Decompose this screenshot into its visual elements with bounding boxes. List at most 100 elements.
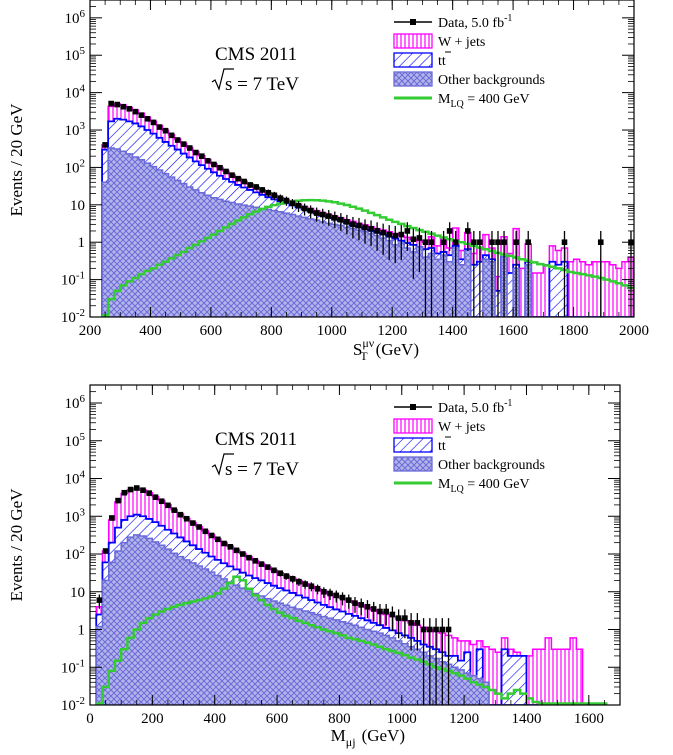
legend: Data, 5.0 fb-1 W + jets tt Other background…	[393, 398, 545, 495]
y-tick-label: 105	[65, 45, 86, 64]
data-point	[368, 225, 374, 232]
data-point	[352, 600, 358, 606]
data-point	[321, 588, 327, 595]
data-point	[221, 540, 227, 547]
legend-signal-label: MLQ = 400 GeV	[438, 477, 530, 495]
y-tick-label: 10-1	[61, 270, 85, 289]
x-tick-label: 1400	[511, 711, 541, 727]
data-point	[398, 231, 405, 238]
data-point	[115, 497, 121, 504]
data-point	[162, 127, 169, 134]
data-point	[327, 590, 333, 597]
data-point	[202, 528, 209, 535]
data-point	[283, 197, 290, 204]
cms-label: CMS 2011	[215, 44, 297, 65]
legend-other-label: Other backgrounds	[438, 73, 545, 88]
legend-wjets-swatch	[393, 33, 433, 49]
data-point	[146, 490, 153, 496]
data-point	[319, 211, 326, 218]
data-point	[420, 626, 427, 633]
data-point	[183, 515, 190, 522]
y-tick-label: 10-2	[61, 695, 85, 714]
data-point	[177, 511, 184, 518]
data-point	[404, 228, 411, 234]
legend-signal-label: MLQ = 400 GeV	[438, 92, 530, 110]
data-point	[102, 548, 109, 554]
data-point	[513, 239, 519, 246]
data-point	[264, 564, 271, 570]
data-point	[377, 608, 383, 615]
data-point	[277, 570, 283, 577]
energy-label: s = 7 TeV	[225, 74, 299, 95]
data-point	[356, 222, 362, 229]
data-point	[446, 228, 453, 234]
data-point	[374, 228, 380, 234]
data-point	[464, 228, 471, 234]
other-backgrounds-stack	[101, 147, 634, 317]
data-point	[96, 597, 103, 603]
data-point	[235, 175, 241, 182]
data-point	[265, 189, 272, 196]
data-point	[271, 567, 277, 574]
data-point	[439, 626, 446, 633]
x-tick-label: 600	[200, 323, 223, 339]
y-tick-label: 102	[65, 544, 86, 563]
x-tick-label: 400	[203, 711, 226, 727]
data-point	[433, 626, 439, 633]
data-point	[121, 489, 128, 496]
data-point	[392, 232, 399, 239]
y-tick-label: 103	[65, 120, 86, 139]
data-point	[362, 224, 368, 231]
legend-ttbar-label: tt	[438, 54, 446, 69]
legend-other-label: Other backgrounds	[438, 458, 545, 473]
data-point	[325, 213, 332, 219]
data-point	[410, 236, 417, 243]
data-point	[196, 524, 202, 530]
other-backgrounds-stack	[95, 534, 608, 705]
data-point	[120, 103, 127, 110]
data-point	[108, 100, 114, 107]
data-point	[241, 178, 247, 185]
legend-wjets-label: W + jets	[438, 420, 485, 435]
data-point	[501, 239, 507, 246]
data-point	[332, 214, 338, 221]
x-tick-label: 1600	[574, 711, 604, 727]
data-point	[133, 485, 140, 491]
y-tick-label: 105	[65, 431, 86, 450]
x-tick-label: 1000	[317, 323, 347, 339]
data-point	[301, 205, 308, 212]
data-point	[156, 124, 163, 130]
data-point	[422, 239, 429, 246]
data-point	[414, 620, 421, 626]
data-point	[247, 182, 253, 188]
x-tick-label: 1200	[377, 323, 407, 339]
y-tick-label: 103	[65, 506, 86, 525]
legend-other-swatch	[393, 71, 433, 87]
data-point	[126, 105, 133, 112]
legend-other-swatch	[393, 456, 433, 472]
data-point	[114, 101, 120, 108]
data-point	[395, 615, 402, 621]
data-point	[217, 164, 223, 171]
chart-panel-st: 10-2 10-1 1 10 102 103 104 105 106 200 400 600 800 10…	[7, 0, 649, 363]
data-point	[358, 602, 365, 608]
data-point	[416, 235, 423, 241]
x-tick-label: 600	[266, 711, 289, 727]
data-point	[144, 115, 151, 122]
signal-mlq400-line	[96, 575, 608, 705]
data-point	[452, 239, 459, 246]
energy-label: s = 7 TeV	[225, 459, 299, 480]
data-point	[283, 573, 290, 579]
data-point	[402, 615, 408, 621]
data-point	[211, 161, 217, 168]
data-point	[239, 551, 246, 557]
cms-label: CMS 2011	[215, 429, 297, 450]
data-point	[339, 594, 346, 601]
data-point	[223, 168, 229, 175]
data-point	[186, 145, 193, 151]
data-point	[383, 608, 389, 615]
data-point	[205, 158, 211, 164]
data-point	[313, 210, 320, 216]
x-tick-label: 1600	[498, 323, 528, 339]
